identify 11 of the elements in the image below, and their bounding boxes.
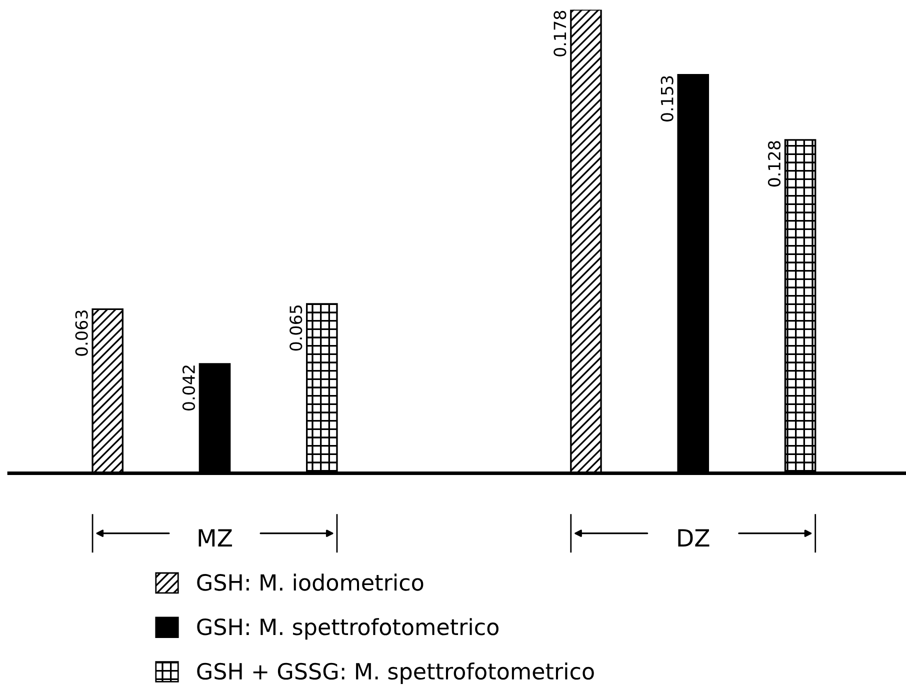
data-label: 0.128 (768, 141, 781, 187)
legend-label: GSH + GSSG: M. spettrofotometrico (197, 662, 594, 684)
data-label: 0.178 (554, 10, 566, 56)
data-label: 0.042 (182, 366, 196, 411)
legend-label: GSH: M. spettrofotometrico (197, 618, 498, 640)
data-label: 0.153 (660, 76, 674, 122)
x-tick-label: DZ (678, 529, 710, 546)
data-label: 0.065 (290, 305, 302, 351)
legend-label: GSH: M. iodometrico (197, 574, 424, 591)
data-label: 0.063 (75, 310, 88, 356)
x-tick-label: MZ (198, 529, 232, 546)
